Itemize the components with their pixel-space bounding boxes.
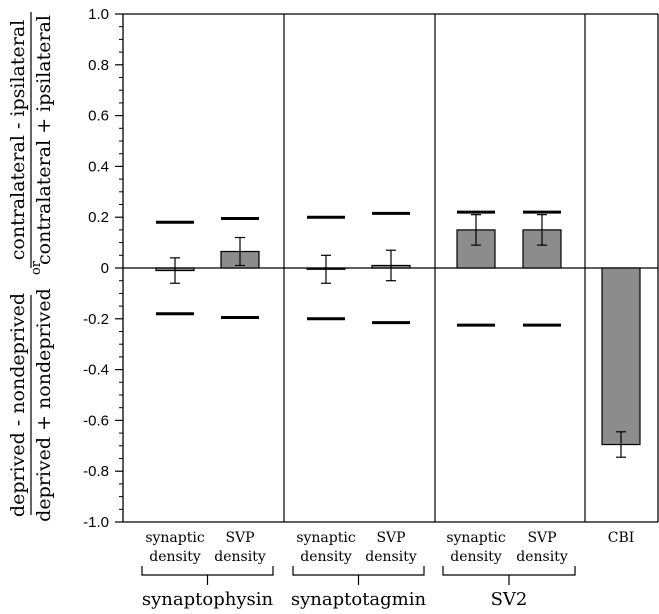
y-tick-label: -0.2	[83, 311, 109, 328]
y-label-top-denominator: contralateral + ipsilateral	[33, 15, 55, 265]
y-tick-label: 0.6	[88, 108, 109, 125]
group-label: SV2	[491, 589, 528, 610]
y-label-bottom-denominator: deprived + nondeprived	[33, 288, 55, 522]
y-tick-label: 0.4	[88, 158, 109, 175]
category-label-line2: density	[300, 549, 352, 565]
y-label-or: or	[29, 260, 44, 275]
category-label-line1: SVP	[376, 530, 405, 546]
y-tick-label: -0.4	[83, 362, 109, 379]
category-label-line2: density	[214, 549, 266, 565]
y-tick-label: -1.0	[83, 514, 109, 531]
category-label-line1: synaptic	[296, 530, 356, 546]
y-tick-label: 0.8	[88, 57, 109, 74]
y-axis-label: contralateral - ipsilateral contralatera…	[7, 12, 55, 522]
category-label-line2: density	[149, 549, 201, 565]
y-label-bottom-numerator: deprived - nondeprived	[7, 293, 29, 517]
y-tick-label: -0.6	[83, 412, 109, 429]
group-bracket	[141, 566, 274, 576]
bar	[601, 267, 641, 446]
category-label-line1: SVP	[225, 530, 254, 546]
category-label-line1: synaptic	[145, 530, 205, 546]
group-bracket	[292, 566, 425, 576]
y-tick-label: 0.2	[88, 209, 109, 226]
group-label: synaptotagmin	[291, 589, 427, 610]
category-label-line1: synaptic	[446, 530, 506, 546]
y-tick-label: -0.8	[83, 463, 109, 480]
category-label-line2: density	[365, 549, 417, 565]
y-tick-label: 1.0	[88, 6, 109, 23]
x-axis-labels: synaptic density SVP density synaptophysin sy…	[141, 530, 635, 610]
group-label: synaptophysin	[142, 589, 274, 610]
y-label-top-numerator: contralateral - ipsilateral	[7, 20, 29, 260]
category-label-line1: SVP	[527, 530, 556, 546]
category-label-line1: CBI	[608, 530, 635, 546]
category-label-line2: density	[516, 549, 568, 565]
category-label-line2: density	[450, 549, 502, 565]
y-tick-label: 0	[101, 260, 109, 277]
y-axis: 1.0 0.8 0.6 0.4 0.2 0 -0.2 -0.4 -0.6 -0.8 -1.0	[83, 6, 123, 531]
chart-marks	[155, 210, 641, 458]
group-bracket	[442, 566, 576, 576]
